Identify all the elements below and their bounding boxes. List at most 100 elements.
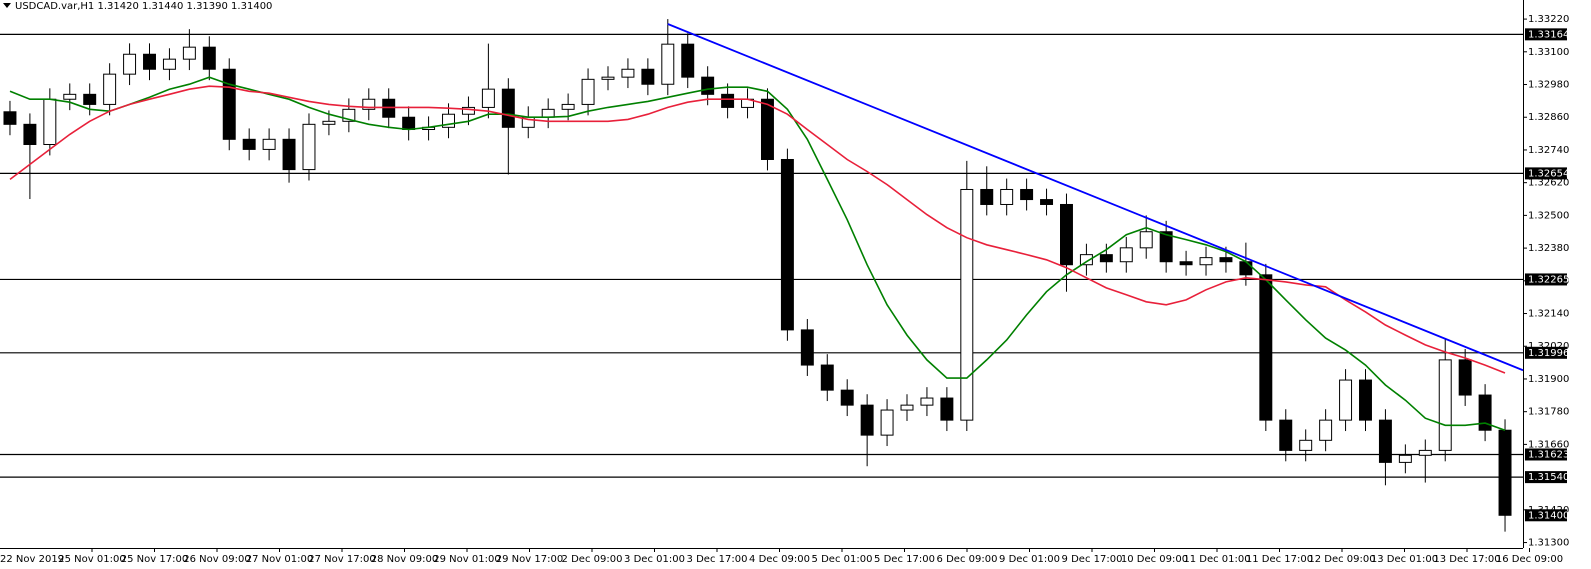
candle-body (63, 93, 77, 100)
x-tick-label: 25 Nov 17:00 (121, 554, 188, 565)
x-tick-label: 16 Dec 09:00 (1496, 554, 1563, 565)
candle-body (621, 68, 635, 78)
candle-body (721, 93, 735, 108)
level-box (1525, 471, 1567, 484)
candle-body (780, 158, 794, 331)
candle-body (541, 108, 555, 118)
x-tick-label: 10 Dec 09:00 (1121, 554, 1188, 565)
candle-body (501, 88, 515, 128)
level-label: 1.31540 (1528, 472, 1569, 483)
candle-body (1179, 261, 1193, 266)
candle-body (1020, 188, 1034, 201)
candle-body (980, 188, 994, 205)
candle-body (202, 46, 216, 70)
candle-body (382, 98, 396, 118)
level-label: 1.33164 (1528, 29, 1569, 40)
candle-body (900, 404, 914, 411)
x-tick-label: 4 Dec 09:00 (749, 554, 810, 565)
candle-body (561, 103, 575, 110)
level-box (1525, 448, 1567, 461)
y-tick-label: 1.32380 (1528, 243, 1569, 254)
candle-body (1279, 419, 1293, 451)
candle-body (182, 46, 196, 60)
candle-body (481, 88, 495, 108)
candle-body (1219, 257, 1233, 263)
candle-body (1498, 429, 1512, 516)
candle-body (362, 98, 376, 110)
candle-body (1159, 231, 1173, 263)
candle-body (760, 98, 774, 160)
moving-average (9, 85, 1506, 374)
collapse-icon[interactable] (3, 3, 11, 8)
x-tick-label: 13 Dec 17:00 (1433, 554, 1500, 565)
x-tick-label: 27 Nov 17:00 (308, 554, 375, 565)
x-tick-label: 12 Dec 09:00 (1308, 554, 1375, 565)
x-tick-label: 27 Nov 01:00 (246, 554, 313, 565)
candle-body (1119, 247, 1133, 263)
candle-body (1359, 379, 1372, 421)
x-tick-label: 3 Dec 01:00 (624, 554, 685, 565)
x-tick-label: 11 Dec 17:00 (1246, 554, 1313, 565)
x-tick-label: 5 Dec 01:00 (812, 554, 873, 565)
candle-body (302, 123, 316, 171)
level-box (1525, 273, 1567, 286)
x-tick-label: 9 Dec 17:00 (1062, 554, 1123, 565)
y-tick-label: 1.32860 (1528, 112, 1569, 123)
candle-body (920, 397, 934, 406)
candle-body (940, 397, 954, 421)
candle-body (701, 76, 715, 95)
candle-body (820, 364, 834, 391)
x-tick-label: 22 Nov 2019 (0, 554, 64, 565)
candle-body (43, 98, 57, 145)
y-tick-label: 1.33220 (1528, 14, 1569, 25)
x-tick-label: 25 Nov 01:00 (58, 554, 125, 565)
y-tick-label: 1.33100 (1528, 47, 1569, 58)
candle-body (1239, 261, 1253, 276)
x-tick-label: 29 Nov 01:00 (433, 554, 500, 565)
candle-body (162, 58, 176, 70)
x-tick-label: 28 Nov 09:00 (371, 554, 438, 565)
candle-body (1079, 254, 1093, 266)
y-tick-label: 1.32140 (1528, 309, 1569, 320)
candle-body (23, 123, 37, 145)
y-tick-label: 1.31300 (1528, 538, 1569, 549)
level-label: 1.31996 (1528, 348, 1569, 359)
candle-body (242, 138, 256, 150)
candle-body (1418, 449, 1432, 456)
candle-body (1000, 188, 1014, 205)
chart-title: USDCAD.var,H1 1.31420 1.31440 1.31390 1.… (15, 1, 272, 12)
last-price-label: 1.31400 (1528, 510, 1569, 521)
level-box (1525, 167, 1567, 180)
last-price-box (1525, 509, 1567, 522)
y-tick-label: 1.32020 (1528, 341, 1569, 352)
candle-body (641, 68, 655, 85)
candle-body (143, 53, 156, 70)
x-tick-label: 6 Dec 09:00 (937, 554, 998, 565)
x-tick-label: 11 Dec 01:00 (1183, 554, 1250, 565)
y-tick-label: 1.32620 (1528, 178, 1569, 189)
candle-body (442, 113, 455, 128)
x-tick-label: 5 Dec 17:00 (874, 554, 935, 565)
candle-body (123, 53, 137, 75)
candle-body (960, 188, 974, 421)
candle-body (83, 93, 97, 105)
level-label: 1.31623 (1528, 449, 1569, 460)
candle-body (661, 43, 675, 85)
level-label: 1.32265 (1528, 274, 1569, 285)
candle-body (1099, 254, 1113, 263)
candle-body (1060, 203, 1073, 266)
y-tick-label: 1.31780 (1528, 407, 1569, 418)
candle-body (1438, 359, 1452, 451)
candle-body (1319, 419, 1333, 441)
candle-body (840, 389, 854, 406)
candle-body (800, 329, 814, 366)
candle-body (103, 73, 117, 105)
y-tick-label: 1.32980 (1528, 80, 1569, 91)
candle-body (681, 43, 695, 78)
level-box (1525, 346, 1567, 359)
candle-body (342, 108, 356, 122)
candle-body (1378, 419, 1392, 463)
candle-body (1339, 379, 1353, 421)
